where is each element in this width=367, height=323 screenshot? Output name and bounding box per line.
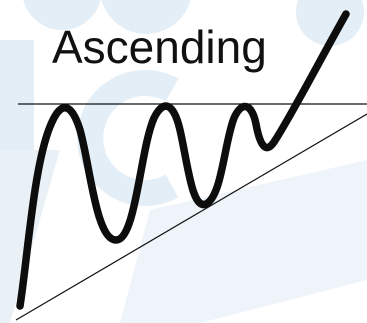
watermark-circle-left [23, 0, 101, 30]
diagram-title: Ascending [52, 21, 267, 73]
price-path [16, 10, 350, 310]
watermark-letter-c [77, 70, 179, 206]
watermark-circle-center [101, 0, 191, 34]
watermark-band [120, 160, 367, 323]
support-trendline [15, 113, 367, 321]
watermark-bar-left [0, 40, 34, 182]
